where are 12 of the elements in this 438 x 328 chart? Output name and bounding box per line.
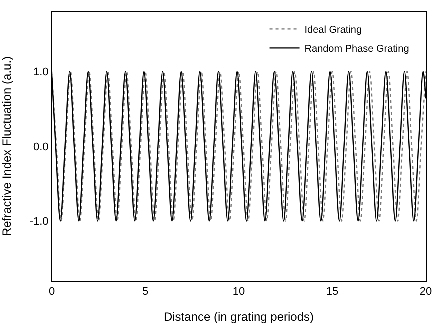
y-tick-label: 1.0	[34, 66, 49, 79]
x-tick-label: 15	[326, 286, 339, 298]
y-tick-label: -1.0	[30, 216, 49, 228]
x-tick-label: 20	[420, 286, 432, 298]
x-tick-label: 0	[48, 286, 56, 298]
x-tick-label: 5	[142, 286, 149, 298]
legend-label: Ideal Grating	[304, 25, 362, 36]
y-axis-title: Refractive Index Fluctuation (a.u.)	[0, 56, 14, 237]
legend-label: Random Phase Grating	[304, 44, 410, 56]
x-axis-title: Distance (in grating periods)	[164, 310, 314, 324]
y-tick-label: 0.0	[34, 141, 49, 154]
x-tick-label: 10	[232, 286, 246, 298]
